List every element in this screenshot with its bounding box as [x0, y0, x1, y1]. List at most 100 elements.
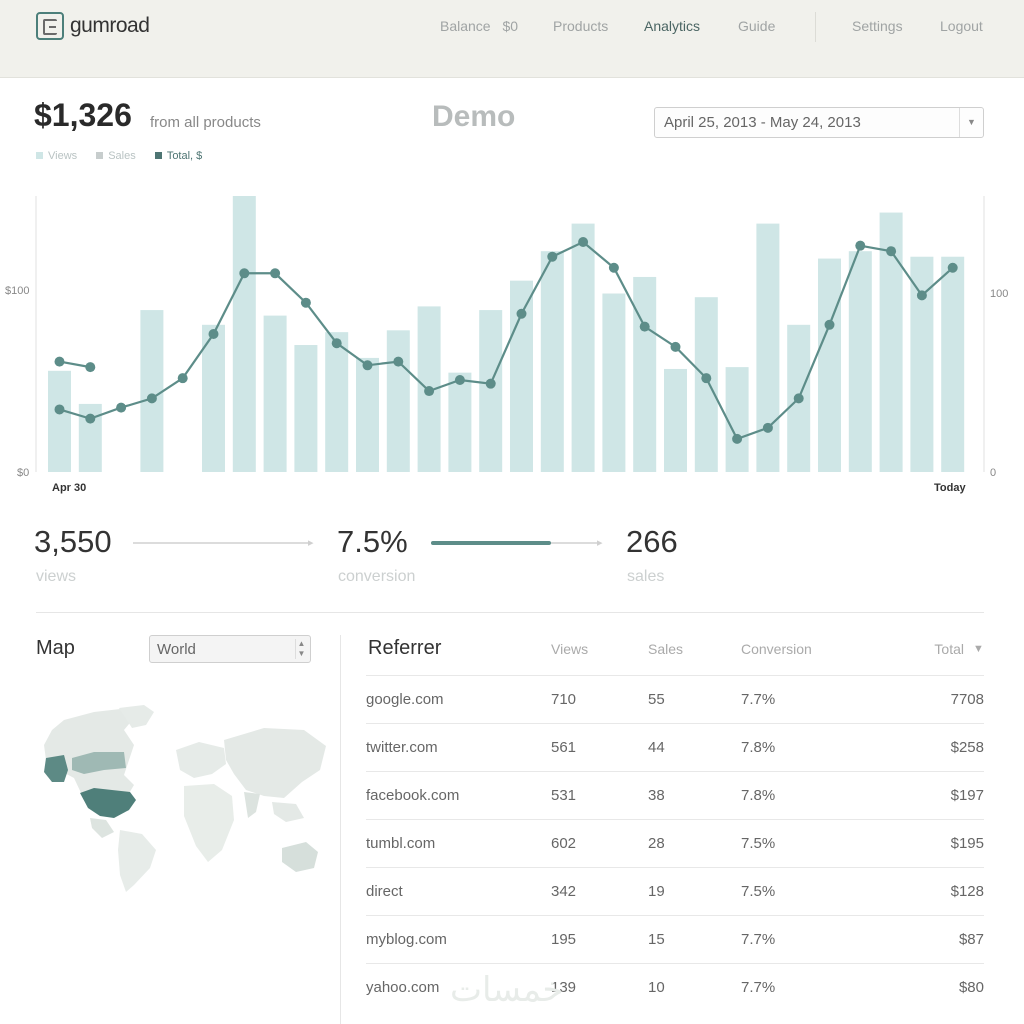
- total-point[interactable]: [578, 237, 589, 247]
- legend-sales[interactable]: Sales: [96, 150, 136, 162]
- views-bar[interactable]: [694, 297, 718, 472]
- total-point[interactable]: [916, 290, 927, 301]
- total-point[interactable]: [732, 433, 743, 444]
- total-point[interactable]: [300, 297, 311, 308]
- total-point[interactable]: [516, 308, 527, 319]
- views-bar[interactable]: [910, 256, 934, 472]
- views-bar[interactable]: [848, 251, 872, 472]
- views-bar[interactable]: [356, 357, 379, 472]
- nav-analytics[interactable]: Analytics: [644, 18, 701, 34]
- total-point[interactable]: [547, 251, 558, 262]
- table-row[interactable]: tumbl.com 602 28 7.5% $195: [366, 819, 984, 867]
- total-point[interactable]: [85, 362, 96, 373]
- total-point[interactable]: [331, 338, 342, 349]
- views-bar[interactable]: [818, 258, 841, 472]
- map-africa[interactable]: [184, 784, 234, 862]
- map-alaska[interactable]: [44, 755, 68, 782]
- legend-views[interactable]: Views: [36, 150, 77, 162]
- total-point[interactable]: [886, 246, 897, 257]
- total-point[interactable]: [855, 240, 866, 251]
- col-views[interactable]: Views: [551, 641, 589, 657]
- views-bar[interactable]: [941, 256, 965, 472]
- views-bar[interactable]: [294, 345, 318, 472]
- nav-products[interactable]: Products: [553, 18, 609, 34]
- total-point[interactable]: [670, 341, 681, 352]
- cell-sales: 38: [648, 787, 665, 804]
- world-map[interactable]: [34, 700, 330, 900]
- table-row[interactable]: google.com 710 55 7.7% 7708: [366, 675, 984, 723]
- col-sales[interactable]: Sales: [648, 641, 684, 657]
- total-point[interactable]: [608, 262, 619, 273]
- total-point[interactable]: [208, 329, 219, 339]
- map-india[interactable]: [244, 792, 260, 818]
- views-bar[interactable]: [756, 223, 780, 472]
- map-mexico[interactable]: [90, 818, 114, 838]
- legend-total-label: Total, $: [166, 150, 203, 162]
- total-point[interactable]: [947, 262, 958, 273]
- views-bar[interactable]: [48, 370, 71, 472]
- views-bar[interactable]: [479, 310, 503, 472]
- legend-total[interactable]: Total, $: [154, 150, 203, 162]
- map-canada-highlight[interactable]: [72, 752, 126, 774]
- views-bar[interactable]: [664, 368, 687, 472]
- total-point[interactable]: [54, 404, 65, 415]
- nav-balance[interactable]: Balance $0: [440, 18, 518, 34]
- total-point[interactable]: [424, 386, 435, 397]
- views-bar[interactable]: [140, 310, 164, 472]
- views-bar[interactable]: [602, 293, 626, 472]
- views-bar[interactable]: [232, 196, 256, 472]
- views-bar[interactable]: [263, 315, 287, 472]
- total-point[interactable]: [454, 375, 465, 385]
- nav-guide[interactable]: Guide: [738, 18, 776, 34]
- total-point[interactable]: [85, 413, 96, 424]
- map-south-america[interactable]: [118, 830, 156, 892]
- table-row[interactable]: direct 342 19 7.5% $128: [366, 867, 984, 915]
- table-row[interactable]: facebook.com 531 38 7.8% $197: [366, 771, 984, 819]
- total-point[interactable]: [701, 373, 712, 384]
- cell-referrer: myblog.com: [366, 931, 447, 948]
- total-point[interactable]: [639, 321, 650, 332]
- views-bar[interactable]: [540, 251, 564, 472]
- table-row[interactable]: yahoo.com 139 10 7.7% $80: [366, 963, 984, 1011]
- total-point[interactable]: [239, 268, 250, 279]
- views-bar[interactable]: [879, 212, 903, 472]
- nav-logout[interactable]: Logout: [940, 18, 983, 34]
- map-region-select[interactable]: World ▲ ▼: [149, 635, 311, 663]
- sort-desc-icon[interactable]: ▼: [973, 643, 984, 655]
- col-total[interactable]: Total: [934, 641, 964, 657]
- total-point[interactable]: [146, 393, 157, 404]
- views-bar[interactable]: [448, 372, 472, 472]
- views-bar[interactable]: [78, 403, 102, 472]
- total-point[interactable]: [793, 393, 804, 404]
- views-bar[interactable]: [202, 324, 225, 472]
- date-range-select[interactable]: April 25, 2013 - May 24, 2013 ▼: [654, 107, 984, 138]
- total-point[interactable]: [54, 356, 65, 367]
- nav-settings[interactable]: Settings: [852, 18, 903, 34]
- views-bar[interactable]: [725, 367, 749, 472]
- total-point[interactable]: [824, 319, 835, 330]
- col-conversion[interactable]: Conversion: [741, 641, 812, 657]
- map-region-value: World: [157, 641, 196, 658]
- total-point[interactable]: [177, 373, 188, 384]
- views-bar[interactable]: [386, 330, 410, 472]
- views-bar[interactable]: [325, 332, 349, 472]
- views-bar[interactable]: [571, 223, 595, 472]
- total-point[interactable]: [116, 402, 127, 413]
- map-asia[interactable]: [224, 728, 326, 798]
- table-row[interactable]: twitter.com 561 44 7.8% $258: [366, 723, 984, 771]
- views-bar[interactable]: [633, 276, 657, 472]
- map-australia[interactable]: [282, 842, 318, 872]
- total-point[interactable]: [362, 360, 373, 371]
- map-usa[interactable]: [80, 788, 136, 818]
- map-southeast-asia[interactable]: [272, 802, 304, 822]
- cell-views: 139: [551, 979, 577, 996]
- total-point[interactable]: [762, 422, 773, 433]
- map-europe[interactable]: [176, 742, 226, 778]
- gumroad-logo[interactable]: gumroad: [36, 12, 150, 40]
- total-point[interactable]: [270, 268, 281, 279]
- total-point[interactable]: [393, 356, 404, 367]
- table-row[interactable]: myblog.com 195 15 7.7% $87: [366, 915, 984, 963]
- map-greenland[interactable]: [119, 705, 154, 728]
- total-point[interactable]: [485, 378, 496, 389]
- cell-views: 710: [551, 691, 577, 708]
